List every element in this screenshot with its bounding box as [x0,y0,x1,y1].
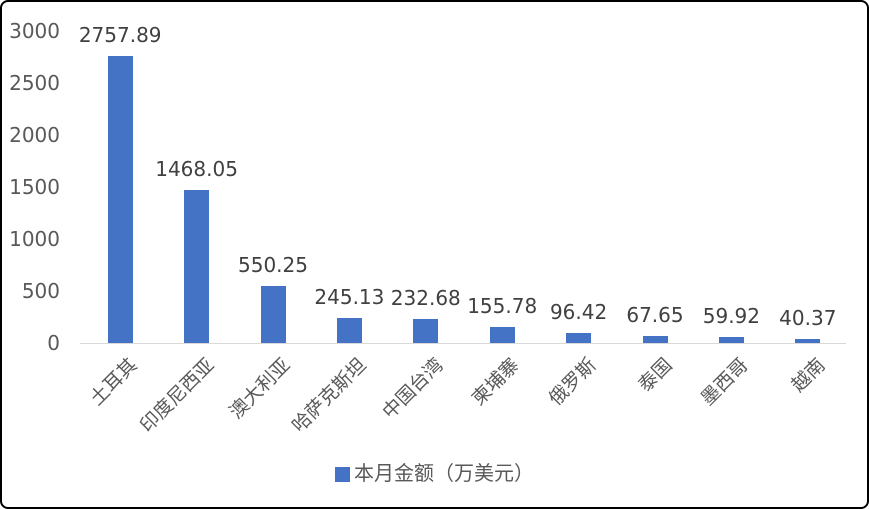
legend-color-swatch-icon [335,466,350,482]
bar [566,333,592,343]
x-axis-category-label: 俄罗斯 [544,354,601,410]
bar [107,56,133,343]
legend-label: 本月金额（万美元） [354,461,534,485]
bar [184,190,210,343]
x-axis-category-label: 泰国 [634,354,677,397]
bar-value-label: 40.37 [779,306,837,330]
y-axis-tick-label: 1500 [9,175,60,199]
bar [336,318,362,343]
y-axis-tick-label: 0 [47,331,60,355]
y-axis-tick-label: 2500 [9,71,60,95]
x-axis-category-label: 中国台湾 [378,354,448,424]
bar-value-label: 232.68 [390,286,461,310]
x-axis-category-label: 柬埔寨 [467,354,524,410]
y-axis-tick-label: 2000 [9,123,60,147]
legend: 本月金额（万美元） [2,460,867,486]
bar [642,336,668,343]
bar [413,319,439,343]
bar-value-label: 245.13 [314,285,385,309]
bar [260,286,286,343]
bar-value-label: 96.42 [549,300,608,324]
x-axis-category-label: 墨西哥 [697,354,753,410]
x-axis-category-label: 印度尼西亚 [135,354,219,437]
bar-value-label: 67.65 [626,303,684,327]
x-axis-category-label: 土耳其 [85,354,142,410]
y-axis-tick-label: 1000 [9,227,60,251]
y-axis-tick-label: 500 [21,279,60,303]
x-axis-category-label: 越南 [786,354,830,397]
bar-value-label: 550.25 [238,253,308,277]
x-axis-category-label: 澳大利亚 [225,354,295,424]
bar-value-label: 59.92 [702,304,761,328]
bar [489,327,515,343]
bar-value-label: 2757.89 [78,23,162,47]
bar-value-label: 1468.05 [155,157,238,181]
y-axis-tick-label: 3000 [9,19,60,43]
x-axis-category-label: 哈萨克斯坦 [288,354,371,437]
bar [795,339,821,343]
bar [718,337,744,343]
x-axis-line [80,343,846,344]
bar-value-label: 155.78 [467,294,538,318]
